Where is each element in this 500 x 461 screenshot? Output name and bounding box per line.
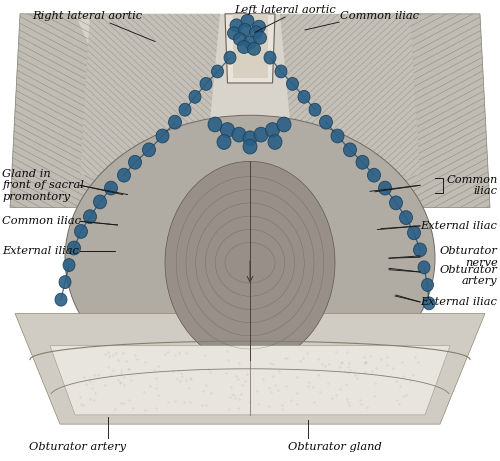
- Text: Left lateral aortic: Left lateral aortic: [234, 5, 336, 15]
- Ellipse shape: [165, 161, 335, 364]
- Ellipse shape: [244, 36, 256, 49]
- Ellipse shape: [212, 65, 224, 78]
- Text: External iliac: External iliac: [420, 221, 498, 231]
- Ellipse shape: [65, 115, 435, 401]
- Ellipse shape: [418, 261, 430, 274]
- Ellipse shape: [264, 51, 276, 64]
- Ellipse shape: [59, 276, 71, 289]
- Text: Obturator
artery: Obturator artery: [440, 265, 498, 286]
- Polygon shape: [80, 14, 220, 175]
- Ellipse shape: [230, 19, 243, 32]
- Ellipse shape: [238, 24, 252, 36]
- Ellipse shape: [156, 129, 169, 143]
- Ellipse shape: [368, 168, 380, 182]
- Ellipse shape: [104, 181, 118, 195]
- Text: Obturator
nerve: Obturator nerve: [440, 247, 498, 268]
- Ellipse shape: [200, 77, 212, 90]
- Ellipse shape: [400, 211, 412, 225]
- Ellipse shape: [250, 26, 262, 39]
- Ellipse shape: [118, 168, 130, 182]
- Ellipse shape: [63, 259, 75, 272]
- Ellipse shape: [422, 278, 434, 291]
- Ellipse shape: [254, 31, 266, 44]
- Ellipse shape: [208, 117, 222, 132]
- Polygon shape: [75, 14, 360, 207]
- Text: Gland in
front of sacral
promontory: Gland in front of sacral promontory: [2, 169, 84, 202]
- Ellipse shape: [189, 90, 201, 103]
- Text: Obturator artery: Obturator artery: [29, 442, 126, 452]
- Ellipse shape: [268, 135, 282, 149]
- Ellipse shape: [277, 117, 291, 132]
- Ellipse shape: [224, 51, 236, 64]
- Ellipse shape: [168, 115, 181, 129]
- Ellipse shape: [356, 155, 369, 169]
- Ellipse shape: [84, 210, 96, 224]
- Ellipse shape: [423, 297, 435, 310]
- Polygon shape: [15, 313, 485, 424]
- Ellipse shape: [128, 155, 141, 169]
- Ellipse shape: [320, 115, 332, 129]
- Ellipse shape: [94, 195, 106, 209]
- Text: Common
iliac: Common iliac: [446, 175, 498, 196]
- Ellipse shape: [217, 135, 231, 149]
- Text: Right lateral aortic: Right lateral aortic: [32, 11, 142, 21]
- Ellipse shape: [309, 103, 321, 116]
- Ellipse shape: [74, 225, 88, 238]
- Ellipse shape: [275, 65, 287, 78]
- Text: External iliac: External iliac: [2, 246, 80, 256]
- Polygon shape: [225, 14, 275, 83]
- Polygon shape: [310, 14, 490, 207]
- Ellipse shape: [243, 139, 257, 154]
- Ellipse shape: [344, 143, 356, 157]
- Ellipse shape: [220, 123, 234, 137]
- Polygon shape: [280, 14, 420, 175]
- Ellipse shape: [254, 127, 268, 142]
- Ellipse shape: [234, 33, 246, 46]
- Bar: [232, 14, 268, 78]
- Ellipse shape: [390, 196, 402, 210]
- Text: External iliac: External iliac: [420, 297, 498, 307]
- Ellipse shape: [378, 181, 392, 195]
- Ellipse shape: [232, 127, 246, 142]
- Ellipse shape: [414, 243, 426, 257]
- Text: Obturator gland: Obturator gland: [288, 442, 382, 452]
- Ellipse shape: [252, 20, 266, 33]
- Ellipse shape: [286, 77, 298, 90]
- Ellipse shape: [179, 103, 191, 116]
- Ellipse shape: [238, 41, 250, 53]
- Ellipse shape: [298, 90, 310, 103]
- Ellipse shape: [408, 226, 420, 240]
- Ellipse shape: [68, 241, 80, 255]
- Polygon shape: [50, 346, 450, 415]
- Ellipse shape: [142, 143, 156, 157]
- Ellipse shape: [243, 131, 257, 146]
- Text: Common iliac: Common iliac: [340, 11, 419, 21]
- Ellipse shape: [228, 27, 240, 40]
- Ellipse shape: [55, 293, 67, 306]
- Ellipse shape: [266, 123, 280, 137]
- Polygon shape: [10, 14, 190, 207]
- Ellipse shape: [331, 129, 344, 143]
- Text: Common iliac: Common iliac: [2, 216, 82, 226]
- Ellipse shape: [248, 42, 260, 55]
- Ellipse shape: [241, 14, 254, 27]
